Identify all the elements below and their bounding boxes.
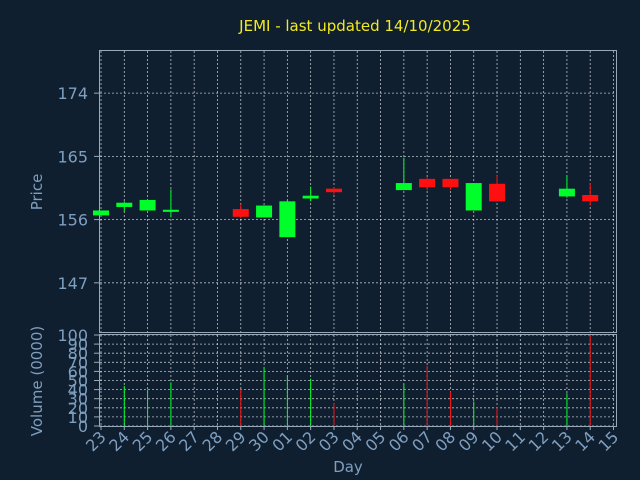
candle-body	[232, 209, 249, 217]
volume-tick-label: 0	[78, 417, 88, 436]
day-tick-labels: 2324252627282930010203040506070809101112…	[82, 426, 622, 455]
price-tick-labels: 147 156 165 174	[57, 84, 100, 293]
volume-bars	[123, 335, 591, 426]
candle-body	[558, 188, 575, 197]
candle-body	[162, 209, 179, 212]
price-tick-label: 147	[57, 274, 88, 293]
candle-body	[489, 183, 506, 202]
chart-title: JEMI - last updated 14/10/2025	[238, 17, 471, 35]
price-axis-label: Price	[28, 174, 46, 211]
price-tick-label: 174	[57, 84, 88, 103]
volume-tick-label: 80	[68, 344, 88, 363]
candle-body	[139, 199, 156, 211]
candles	[93, 157, 599, 238]
candle-body	[302, 195, 319, 199]
volume-tick-label: 100	[57, 326, 88, 345]
candle-body	[582, 195, 599, 202]
volume-tick-label: 20	[68, 399, 88, 418]
volume-tick-label: 30	[68, 390, 88, 409]
volume-tick-label: 50	[68, 372, 88, 391]
candle-body	[419, 178, 436, 188]
price-grid	[100, 51, 616, 332]
candle-body	[395, 183, 412, 191]
volume-tick-label: 40	[68, 381, 88, 400]
volume-tick-label: 70	[68, 353, 88, 372]
volume-tick-label: 60	[68, 362, 88, 381]
candle-body	[93, 210, 109, 216]
candle-body	[465, 183, 482, 211]
candle-body	[325, 188, 342, 193]
volume-tick-label: 90	[68, 335, 88, 354]
price-tick-label: 165	[57, 147, 88, 166]
volume-tick-label: 10	[68, 408, 88, 427]
price-tick-label: 156	[57, 211, 88, 230]
volume-axis-label: Volume (0000)	[28, 326, 46, 436]
volume-grid	[100, 334, 616, 427]
candle-body	[116, 202, 133, 207]
day-tick-label: 15	[595, 427, 623, 455]
candle-body	[256, 205, 273, 218]
x-axis-label: Day	[333, 458, 363, 476]
candle-body	[279, 201, 296, 238]
candle-body	[442, 178, 459, 188]
price-panel-frame	[99, 50, 617, 333]
